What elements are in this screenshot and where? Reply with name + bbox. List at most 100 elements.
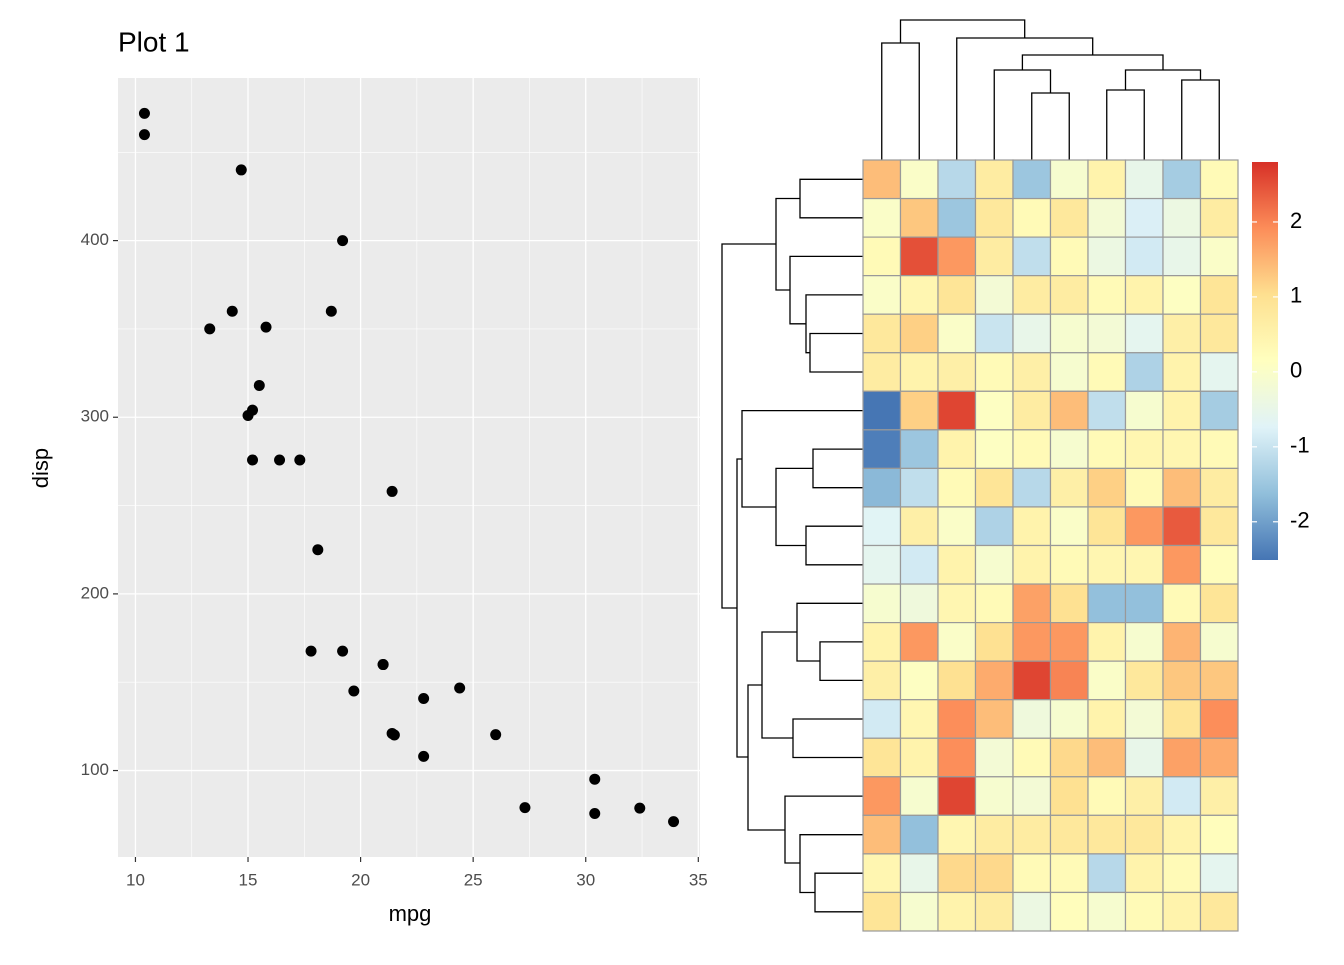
point <box>312 544 324 556</box>
heatmap-cell <box>974 236 1014 277</box>
x-tick-label: 30 <box>576 870 595 889</box>
column-dendrogram <box>881 19 1220 160</box>
heatmap-cell <box>1012 891 1052 932</box>
heatmap-cell <box>1049 544 1089 585</box>
x-tick-label: 20 <box>351 870 370 889</box>
heatmap-cell <box>1012 313 1052 354</box>
heatmap-cell <box>1199 197 1239 238</box>
heatmap-cell <box>974 313 1014 354</box>
heatmap-cell <box>899 544 939 585</box>
heatmap-cell <box>1049 891 1089 932</box>
heatmap-cell <box>1162 313 1202 354</box>
heatmap-cell <box>1087 544 1127 585</box>
heatmap-cell <box>937 197 977 238</box>
heatmap-cell <box>1049 390 1089 431</box>
heatmap-cell <box>974 197 1014 238</box>
heatmap-cell <box>899 236 939 277</box>
heatmap-cell <box>1162 159 1202 200</box>
heatmap-cell <box>1199 236 1239 277</box>
point <box>386 727 398 739</box>
heatmap-cell <box>1012 506 1052 547</box>
heatmap-cell <box>899 583 939 624</box>
heatmap-cell <box>1162 352 1202 392</box>
heatmap-cell <box>1199 621 1239 662</box>
heatmap-cell <box>1199 429 1239 470</box>
heatmap-cell <box>862 621 902 662</box>
heatmap-cell <box>1087 891 1127 932</box>
heatmap-cell <box>899 621 939 662</box>
heatmap-cell <box>1087 390 1127 431</box>
heatmap-cell <box>1087 197 1127 238</box>
heatmap-cell <box>1012 197 1052 238</box>
panel <box>118 78 700 857</box>
heatmap-cell <box>1199 699 1239 739</box>
heatmap-cell <box>862 197 902 238</box>
heatmap-cell <box>899 313 939 354</box>
point <box>235 164 247 176</box>
point <box>634 802 646 814</box>
heatmap-cell <box>974 891 1014 932</box>
heatmap-cell <box>1162 506 1202 547</box>
heatmap-cell <box>1049 814 1089 855</box>
heatmap-cell <box>1124 544 1164 585</box>
heatmap-cell <box>1199 544 1239 585</box>
heatmap-cell <box>1049 506 1089 547</box>
heatmap-cell <box>1162 776 1202 816</box>
y-tick-label: 400 <box>81 230 109 249</box>
heatmap-cell <box>862 853 902 894</box>
heatmap-cell <box>1162 390 1202 431</box>
heatmap-cell <box>937 159 977 200</box>
heatmap-cell <box>1049 429 1089 470</box>
heatmap-cell <box>862 699 902 739</box>
heatmap-cell <box>1124 699 1164 739</box>
heatmap-cell <box>1124 236 1164 277</box>
heatmap-cell <box>937 853 977 894</box>
y-tick-label: 100 <box>81 760 109 779</box>
heatmap-cell <box>1162 699 1202 739</box>
heatmap-cell <box>1012 814 1052 855</box>
point <box>337 235 349 247</box>
heatmap-cell <box>1199 814 1239 855</box>
heatmap-cell <box>1087 236 1127 277</box>
heatmap-cell <box>974 737 1014 778</box>
x-tick-label: 15 <box>239 870 258 889</box>
heatmap-cell <box>1012 275 1052 315</box>
heatmap-cell <box>1012 352 1052 392</box>
heatmap-cell <box>1124 853 1164 894</box>
heatmap-cell <box>1087 467 1127 508</box>
heatmap-cell <box>937 506 977 547</box>
heatmap-cell <box>1012 544 1052 585</box>
heatmap-cell <box>937 236 977 277</box>
heatmap-cell <box>1162 236 1202 277</box>
heatmap-cell <box>899 467 939 508</box>
heatmap-cell <box>1012 429 1052 470</box>
heatmap-cell <box>1049 853 1089 894</box>
chart-title: Plot 1 <box>118 26 190 57</box>
heatmap-cell <box>862 814 902 855</box>
heatmap-cell <box>974 429 1014 470</box>
heatmap-cell <box>974 390 1014 431</box>
heatmap-cell <box>1049 737 1089 778</box>
heatmap-cell <box>937 313 977 354</box>
heatmap-cell <box>1087 159 1127 200</box>
heatmap-cell <box>937 699 977 739</box>
heatmap-cell <box>974 621 1014 662</box>
y-axis-label: disp <box>28 448 53 488</box>
heatmap-cell <box>1199 352 1239 392</box>
heatmap-cell <box>1049 197 1089 238</box>
heatmap-cell <box>1162 621 1202 662</box>
heatmap-cell <box>937 814 977 855</box>
heatmap-cell <box>899 853 939 894</box>
heatmap-cell <box>862 660 902 701</box>
heatmap-cell <box>1162 853 1202 894</box>
point <box>305 645 317 657</box>
heatmap-cell <box>1049 159 1089 200</box>
heatmap-cell <box>862 313 902 354</box>
heatmap-cell <box>1199 891 1239 932</box>
heatmap-cell <box>1012 390 1052 431</box>
heatmap-cell <box>1087 814 1127 855</box>
heatmap-cell <box>1087 275 1127 315</box>
heatmap-cell <box>974 814 1014 855</box>
heatmap-cell <box>937 583 977 624</box>
heatmap-cell <box>937 621 977 662</box>
